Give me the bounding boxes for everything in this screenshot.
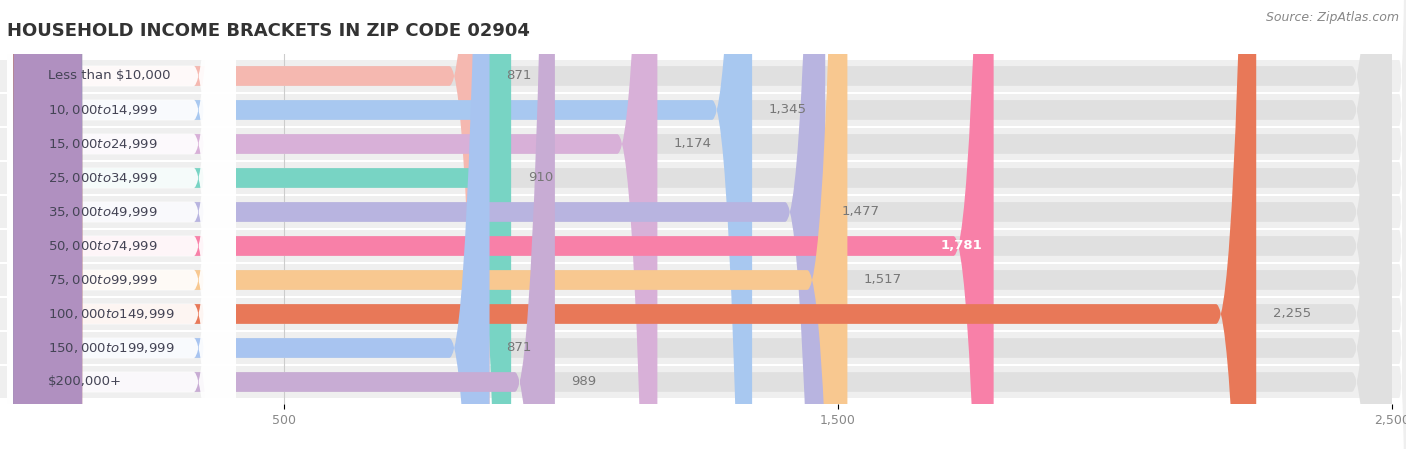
Text: 1,517: 1,517 bbox=[865, 273, 903, 286]
Text: $50,000 to $74,999: $50,000 to $74,999 bbox=[48, 239, 157, 253]
Circle shape bbox=[14, 0, 82, 449]
FancyBboxPatch shape bbox=[7, 0, 752, 449]
Circle shape bbox=[14, 0, 82, 449]
FancyBboxPatch shape bbox=[7, 0, 1392, 449]
FancyBboxPatch shape bbox=[7, 0, 1392, 449]
FancyBboxPatch shape bbox=[7, 0, 848, 449]
FancyBboxPatch shape bbox=[7, 0, 236, 449]
Text: 1,174: 1,174 bbox=[673, 137, 711, 150]
Text: $25,000 to $34,999: $25,000 to $34,999 bbox=[48, 171, 157, 185]
Text: 1,345: 1,345 bbox=[769, 103, 807, 116]
FancyBboxPatch shape bbox=[7, 0, 236, 449]
Text: 1,781: 1,781 bbox=[941, 239, 983, 252]
Circle shape bbox=[14, 0, 82, 449]
FancyBboxPatch shape bbox=[7, 0, 236, 449]
Text: Less than $10,000: Less than $10,000 bbox=[48, 70, 170, 83]
FancyBboxPatch shape bbox=[7, 0, 994, 449]
FancyBboxPatch shape bbox=[7, 0, 1392, 449]
FancyBboxPatch shape bbox=[7, 0, 489, 449]
Text: 910: 910 bbox=[527, 172, 553, 185]
FancyBboxPatch shape bbox=[7, 0, 1392, 449]
FancyBboxPatch shape bbox=[7, 0, 825, 449]
FancyBboxPatch shape bbox=[7, 0, 1392, 449]
Circle shape bbox=[14, 0, 82, 449]
Text: $100,000 to $149,999: $100,000 to $149,999 bbox=[48, 307, 174, 321]
FancyBboxPatch shape bbox=[7, 0, 1392, 449]
FancyBboxPatch shape bbox=[7, 0, 236, 449]
Circle shape bbox=[14, 0, 82, 449]
FancyBboxPatch shape bbox=[7, 0, 236, 449]
Text: $15,000 to $24,999: $15,000 to $24,999 bbox=[48, 137, 157, 151]
Text: 1,477: 1,477 bbox=[842, 206, 880, 219]
Text: $35,000 to $49,999: $35,000 to $49,999 bbox=[48, 205, 157, 219]
Circle shape bbox=[14, 0, 82, 449]
Circle shape bbox=[14, 0, 82, 449]
FancyBboxPatch shape bbox=[7, 0, 236, 449]
FancyBboxPatch shape bbox=[7, 0, 512, 449]
Text: 871: 871 bbox=[506, 342, 531, 355]
Text: HOUSEHOLD INCOME BRACKETS IN ZIP CODE 02904: HOUSEHOLD INCOME BRACKETS IN ZIP CODE 02… bbox=[7, 22, 530, 40]
Text: $150,000 to $199,999: $150,000 to $199,999 bbox=[48, 341, 174, 355]
FancyBboxPatch shape bbox=[7, 0, 236, 449]
Text: 989: 989 bbox=[571, 375, 596, 388]
Text: Source: ZipAtlas.com: Source: ZipAtlas.com bbox=[1265, 11, 1399, 24]
FancyBboxPatch shape bbox=[7, 0, 555, 449]
FancyBboxPatch shape bbox=[7, 0, 1392, 449]
FancyBboxPatch shape bbox=[7, 0, 658, 449]
Text: 2,255: 2,255 bbox=[1272, 308, 1310, 321]
FancyBboxPatch shape bbox=[7, 0, 1256, 449]
FancyBboxPatch shape bbox=[7, 0, 236, 449]
FancyBboxPatch shape bbox=[7, 0, 236, 449]
Circle shape bbox=[14, 0, 82, 449]
Text: $75,000 to $99,999: $75,000 to $99,999 bbox=[48, 273, 157, 287]
FancyBboxPatch shape bbox=[7, 0, 1392, 449]
Text: $10,000 to $14,999: $10,000 to $14,999 bbox=[48, 103, 157, 117]
FancyBboxPatch shape bbox=[7, 0, 1392, 449]
FancyBboxPatch shape bbox=[7, 0, 1392, 449]
Text: 871: 871 bbox=[506, 70, 531, 83]
FancyBboxPatch shape bbox=[7, 0, 489, 449]
FancyBboxPatch shape bbox=[7, 0, 236, 449]
Text: $200,000+: $200,000+ bbox=[48, 375, 122, 388]
Circle shape bbox=[14, 0, 82, 449]
Circle shape bbox=[14, 0, 82, 449]
